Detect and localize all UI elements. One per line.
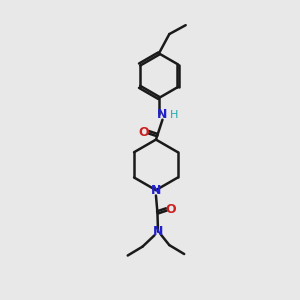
Text: N: N	[151, 184, 161, 197]
Text: N: N	[153, 225, 163, 238]
Text: N: N	[157, 108, 168, 122]
Text: O: O	[139, 126, 149, 139]
Text: H: H	[170, 110, 178, 120]
Text: O: O	[166, 203, 176, 216]
